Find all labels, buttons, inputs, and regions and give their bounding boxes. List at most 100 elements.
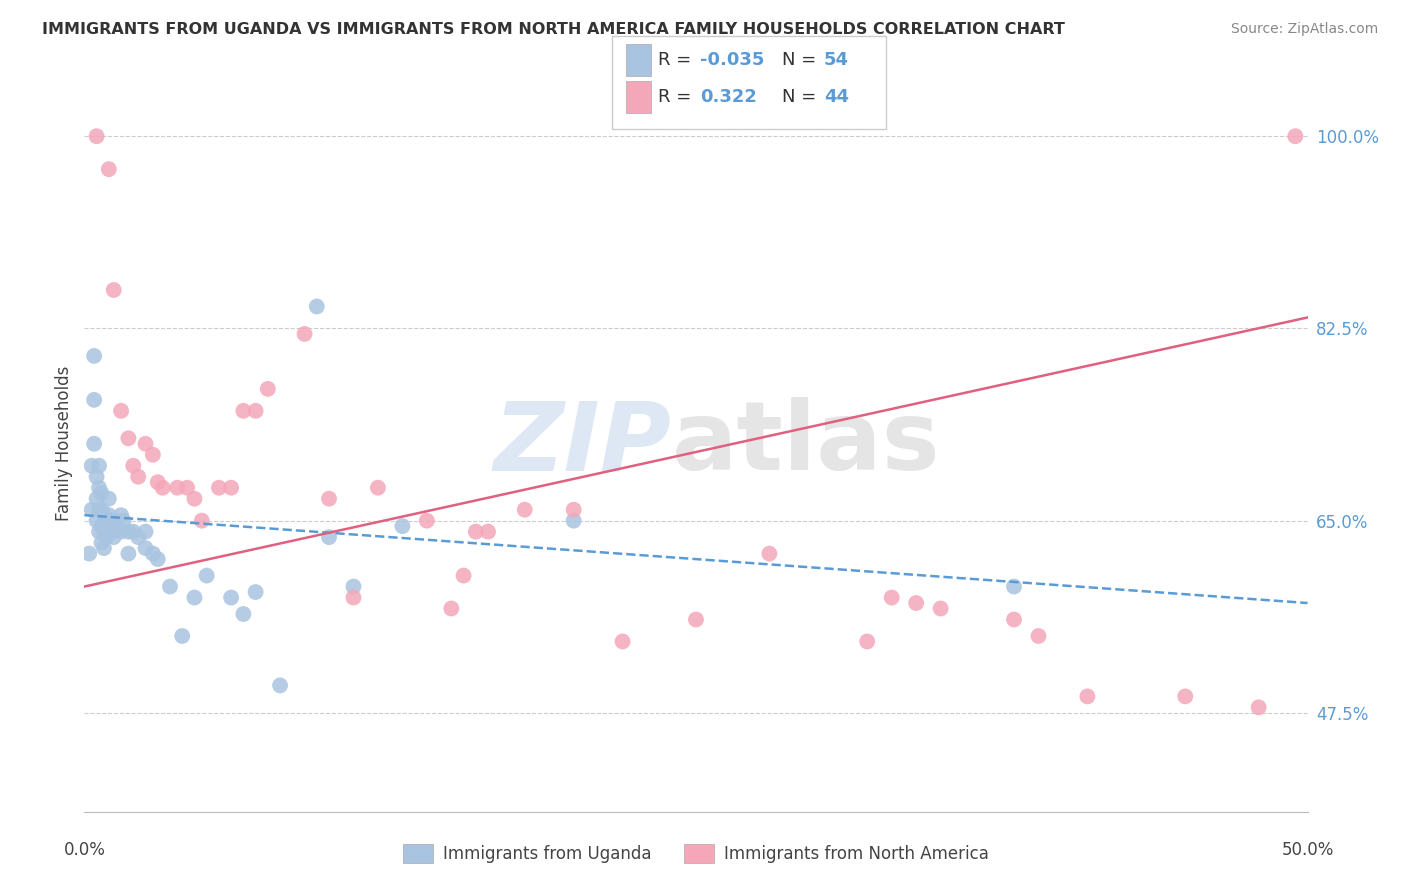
Point bbox=[477, 524, 499, 539]
Point bbox=[1076, 690, 1098, 704]
Point bbox=[97, 491, 120, 506]
Point bbox=[562, 502, 585, 516]
Point bbox=[152, 481, 174, 495]
Point bbox=[269, 678, 291, 692]
Point bbox=[110, 508, 132, 523]
Text: 44: 44 bbox=[824, 88, 849, 106]
Point bbox=[232, 607, 254, 621]
Point bbox=[1247, 700, 1270, 714]
Point bbox=[77, 547, 100, 561]
Point bbox=[83, 392, 105, 407]
Point bbox=[905, 596, 928, 610]
Point bbox=[294, 326, 316, 341]
Point bbox=[318, 530, 340, 544]
Point bbox=[135, 524, 157, 539]
Point bbox=[929, 601, 952, 615]
Point bbox=[86, 129, 108, 144]
Point bbox=[142, 448, 165, 462]
Point bbox=[103, 530, 125, 544]
Point bbox=[87, 524, 110, 539]
Point bbox=[93, 541, 115, 555]
Point bbox=[97, 508, 120, 523]
Point bbox=[87, 458, 110, 473]
Point bbox=[612, 634, 634, 648]
Point bbox=[127, 530, 149, 544]
Point bbox=[97, 524, 120, 539]
Point bbox=[367, 481, 389, 495]
Text: R =: R = bbox=[658, 51, 697, 69]
Point bbox=[117, 524, 139, 539]
Point bbox=[219, 591, 242, 605]
Point bbox=[80, 458, 103, 473]
Point bbox=[96, 530, 118, 544]
Point bbox=[90, 519, 112, 533]
Text: N =: N = bbox=[782, 88, 821, 106]
Text: Source: ZipAtlas.com: Source: ZipAtlas.com bbox=[1230, 22, 1378, 37]
Point bbox=[1284, 129, 1306, 144]
Point bbox=[195, 568, 218, 582]
Point bbox=[208, 481, 231, 495]
Point bbox=[110, 404, 132, 418]
Point bbox=[1002, 580, 1025, 594]
Point bbox=[117, 547, 139, 561]
Text: 0.322: 0.322 bbox=[700, 88, 756, 106]
Point bbox=[453, 568, 475, 582]
Point bbox=[562, 514, 585, 528]
Point bbox=[103, 514, 125, 528]
Text: ZIP: ZIP bbox=[494, 397, 672, 491]
Point bbox=[513, 502, 536, 516]
Text: 54: 54 bbox=[824, 51, 849, 69]
Point bbox=[1002, 613, 1025, 627]
Point bbox=[110, 524, 132, 539]
Legend: Immigrants from Uganda, Immigrants from North America: Immigrants from Uganda, Immigrants from … bbox=[396, 837, 995, 870]
Point bbox=[146, 552, 169, 566]
Text: N =: N = bbox=[782, 51, 821, 69]
Point bbox=[87, 481, 110, 495]
Text: -0.035: -0.035 bbox=[700, 51, 765, 69]
Point bbox=[142, 547, 165, 561]
Point bbox=[232, 404, 254, 418]
Point bbox=[342, 580, 364, 594]
Point bbox=[80, 502, 103, 516]
Point bbox=[342, 591, 364, 605]
Point bbox=[86, 491, 108, 506]
Point bbox=[1174, 690, 1197, 704]
Point bbox=[86, 514, 108, 528]
Point bbox=[166, 481, 188, 495]
Text: atlas: atlas bbox=[672, 397, 941, 491]
Point bbox=[257, 382, 280, 396]
Point bbox=[90, 535, 112, 549]
Point bbox=[83, 436, 105, 450]
Point bbox=[318, 491, 340, 506]
Point bbox=[93, 508, 115, 523]
Point bbox=[100, 524, 122, 539]
Point bbox=[122, 524, 145, 539]
Point bbox=[1028, 629, 1050, 643]
Y-axis label: Family Households: Family Households bbox=[55, 366, 73, 522]
Point bbox=[440, 601, 463, 615]
Point bbox=[183, 591, 205, 605]
Point bbox=[685, 613, 707, 627]
Point bbox=[127, 469, 149, 483]
Point bbox=[103, 283, 125, 297]
Point bbox=[135, 541, 157, 555]
Point bbox=[97, 162, 120, 177]
Point bbox=[93, 524, 115, 539]
Point bbox=[183, 491, 205, 506]
Point bbox=[416, 514, 439, 528]
Point bbox=[305, 300, 328, 314]
Point bbox=[464, 524, 486, 539]
Point bbox=[191, 514, 214, 528]
Point bbox=[86, 469, 108, 483]
Point bbox=[758, 547, 780, 561]
Point bbox=[172, 629, 194, 643]
Text: 0.0%: 0.0% bbox=[63, 841, 105, 859]
Point bbox=[245, 585, 267, 599]
Point bbox=[105, 519, 128, 533]
Point bbox=[159, 580, 181, 594]
Point bbox=[96, 514, 118, 528]
Point bbox=[391, 519, 413, 533]
Point bbox=[87, 502, 110, 516]
Point bbox=[219, 481, 242, 495]
Text: IMMIGRANTS FROM UGANDA VS IMMIGRANTS FROM NORTH AMERICA FAMILY HOUSEHOLDS CORREL: IMMIGRANTS FROM UGANDA VS IMMIGRANTS FRO… bbox=[42, 22, 1066, 37]
